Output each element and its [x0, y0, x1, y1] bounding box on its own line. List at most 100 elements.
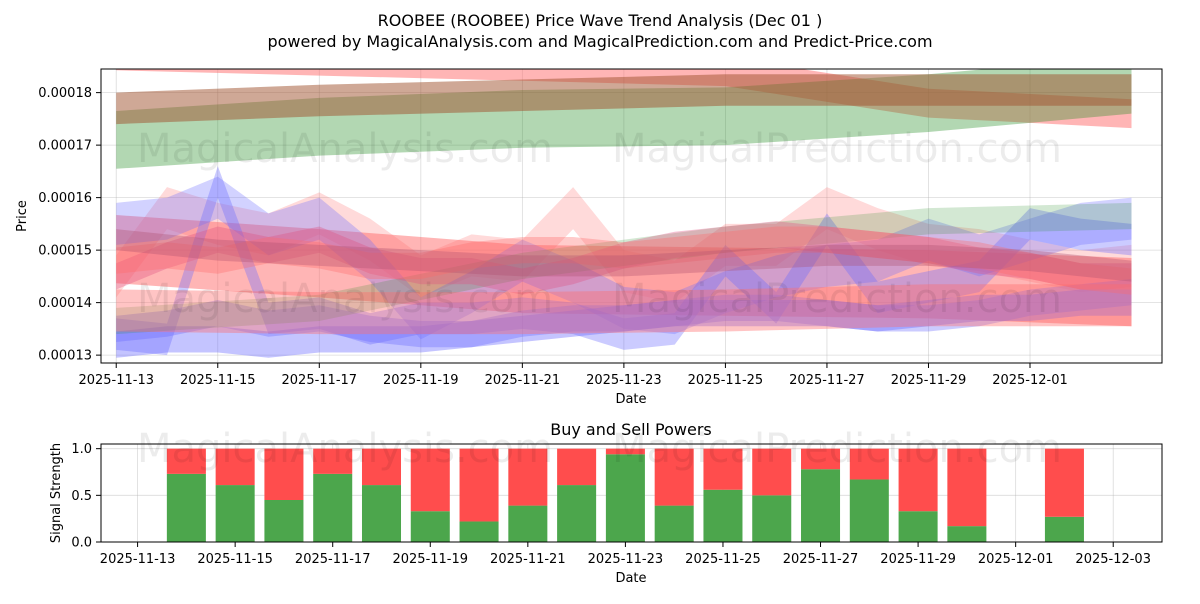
sell-bar [947, 448, 987, 527]
buy-bar [215, 485, 255, 542]
price-wave-band [116, 289, 1132, 358]
signal-axes-frame [100, 443, 1163, 543]
buy-bar [898, 511, 938, 542]
price-y-tick-label: 0.00017 [38, 139, 92, 154]
price-x-axis-label: Date [615, 392, 646, 407]
signal-x-tick-label: 2025-11-17 [295, 552, 371, 567]
buy-bar [557, 485, 597, 542]
buy-bar [654, 505, 694, 542]
buy-bar [605, 454, 645, 542]
price-wave-band [116, 226, 1132, 295]
price-axes-frame [100, 68, 1163, 364]
sell-bar [557, 448, 597, 486]
price-bands [116, 69, 1132, 358]
buy-bar [801, 469, 841, 542]
price-x-tick-label: 2025-11-17 [282, 373, 358, 388]
price-wave-band [116, 279, 1132, 348]
price-y-axis-label: Price [15, 200, 30, 232]
sell-bar [849, 448, 889, 480]
sell-bar [410, 448, 450, 512]
sell-bar [215, 448, 255, 486]
price-wave-band [116, 74, 1132, 125]
sell-bar [361, 448, 402, 486]
sell-bar [166, 448, 206, 474]
signal-x-tick-label: 2025-11-19 [392, 552, 468, 567]
sell-bar [752, 448, 792, 496]
signal-x-tick-label: 2025-12-01 [978, 552, 1054, 567]
signal-axis-ticks: 2025-11-13 2025-11-15 2025-11-17 2025-11-19… [71, 442, 1151, 567]
price-x-tick-label: 2025-11-29 [891, 373, 967, 388]
signal-x-tick-label: 2025-11-23 [588, 552, 664, 567]
buy-sell-panel: Buy and Sell Powers MagicalAnalysis.com … [49, 420, 1163, 586]
sell-bar [898, 448, 938, 512]
buy-bar [508, 505, 548, 542]
sell-bar [1044, 448, 1084, 517]
chart-subtitle: powered by MagicalAnalysis.com and Magic… [267, 32, 932, 51]
sell-bar [605, 448, 645, 455]
price-y-tick-label: 0.00016 [38, 191, 92, 206]
price-wave-band [116, 202, 1132, 335]
price-x-tick-label: 2025-11-25 [688, 373, 764, 388]
signal-y-tick-label: 0.0 [71, 536, 92, 551]
price-wave-panel: MagicalAnalysis.com MagicalPrediction.co… [15, 68, 1163, 407]
price-x-tick-label: 2025-11-23 [586, 373, 662, 388]
price-y-tick-label: 0.00014 [38, 296, 92, 311]
sell-bar [703, 448, 743, 490]
price-wave-band [116, 229, 1132, 282]
price-y-tick-label: 0.00018 [38, 86, 92, 101]
price-x-tick-label: 2025-11-27 [789, 373, 865, 388]
buy-bar [1044, 516, 1084, 542]
buy-bar [703, 489, 743, 542]
signal-x-tick-label: 2025-11-25 [685, 552, 761, 567]
sell-bar [801, 448, 841, 470]
price-x-tick-label: 2025-11-13 [78, 373, 154, 388]
price-wave-band [116, 215, 1132, 327]
price-x-tick-label: 2025-12-01 [992, 373, 1068, 388]
signal-x-tick-label: 2025-12-03 [1075, 552, 1151, 567]
signal-x-tick-label: 2025-11-27 [783, 552, 859, 567]
chart-title: ROOBEE (ROOBEE) Price Wave Trend Analysi… [378, 11, 823, 30]
sell-bar [459, 448, 499, 522]
signal-x-tick-label: 2025-11-13 [100, 552, 176, 567]
buy-bar [361, 485, 402, 542]
price-wave-band [116, 187, 1132, 303]
buy-bar [849, 479, 889, 542]
buy-bar [752, 495, 792, 542]
signal-bars [166, 448, 1084, 542]
watermark-analysis-mid: MagicalAnalysis.com [137, 276, 553, 322]
price-wave-band [116, 284, 1132, 335]
sell-bar [508, 448, 548, 506]
watermark-prediction-bottom: MagicalPrediction.com [612, 426, 1062, 472]
sell-bar [264, 448, 304, 500]
buy-sell-title: Buy and Sell Powers [550, 420, 712, 439]
price-wave-band [116, 166, 1132, 356]
sell-bar [654, 448, 694, 506]
buy-bar [410, 511, 450, 542]
signal-y-tick-label: 1.0 [71, 442, 92, 457]
signal-x-tick-label: 2025-11-21 [490, 552, 566, 567]
watermark-analysis-bottom: MagicalAnalysis.com [137, 426, 553, 472]
signal-x-axis-label: Date [615, 571, 646, 586]
buy-bar [313, 473, 353, 542]
price-wave-band [116, 221, 1132, 295]
watermark-prediction-top: MagicalPrediction.com [612, 126, 1062, 172]
buy-bar [264, 500, 304, 542]
signal-x-tick-label: 2025-11-15 [197, 552, 273, 567]
signal-y-tick-label: 0.5 [71, 489, 92, 504]
buy-bar [166, 473, 206, 542]
watermark-prediction-mid: MagicalPrediction.com [612, 276, 1062, 322]
watermark-analysis-top: MagicalAnalysis.com [137, 126, 553, 172]
price-x-tick-label: 2025-11-15 [180, 373, 256, 388]
price-y-tick-label: 0.00013 [38, 349, 92, 364]
signal-x-tick-label: 2025-11-29 [880, 552, 956, 567]
price-wave-band [116, 176, 1132, 340]
sell-bar [313, 448, 353, 474]
buy-bar [459, 521, 499, 542]
price-x-tick-label: 2025-11-19 [383, 373, 459, 388]
price-y-tick-label: 0.00015 [38, 244, 92, 259]
signal-y-axis-label: Signal Strength [49, 443, 64, 543]
buy-bar [947, 526, 987, 542]
price-x-tick-label: 2025-11-21 [485, 373, 561, 388]
price-axis-ticks: 2025-11-13 2025-11-15 2025-11-17 2025-11-19… [38, 86, 1068, 388]
